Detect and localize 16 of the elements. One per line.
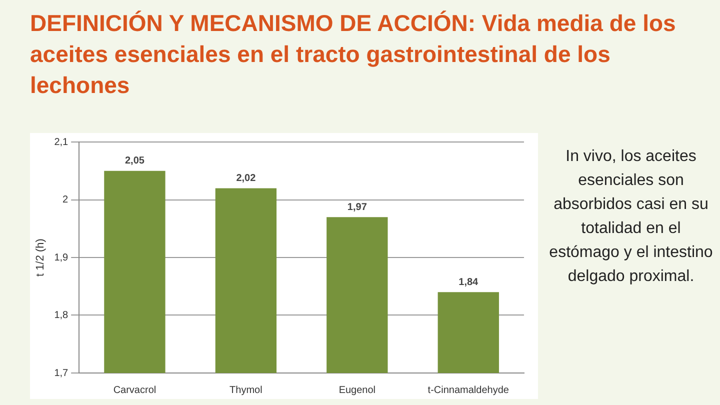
chart-title: DEFINICIÓN Y MECANISMO DE ACCIÓN: Vida media de los aceites esenciales en el tracto gastrointestinal de los lechones [30,9,677,100]
y-tick-label: 1,7 [54,368,69,379]
data-label: 2,05 [124,156,145,167]
data-label: 1,84 [458,276,479,288]
y-axis-title: t 1/2 (h) [34,238,47,276]
text: In vivo, los aceites esenciales son absorbidos casi en su totalidad en el estómago y el intestino delgado proximal. [548,147,714,287]
y-tick-label: 2,1 [54,136,69,148]
x-tick-label: Thymol [230,384,262,396]
y-tick-label: 1,9 [54,252,69,264]
y-tick-label: 1,8 [54,310,69,321]
data-label: 1,97 [347,202,368,213]
x-tick-label: t-Cinnamaldehyde [428,384,510,396]
y-tick-label: 2 [62,194,69,206]
x-tick-label: Eugenol [338,384,376,396]
x-tick-label: Carvacrol [113,384,156,396]
data-label: 2,02 [236,172,256,184]
